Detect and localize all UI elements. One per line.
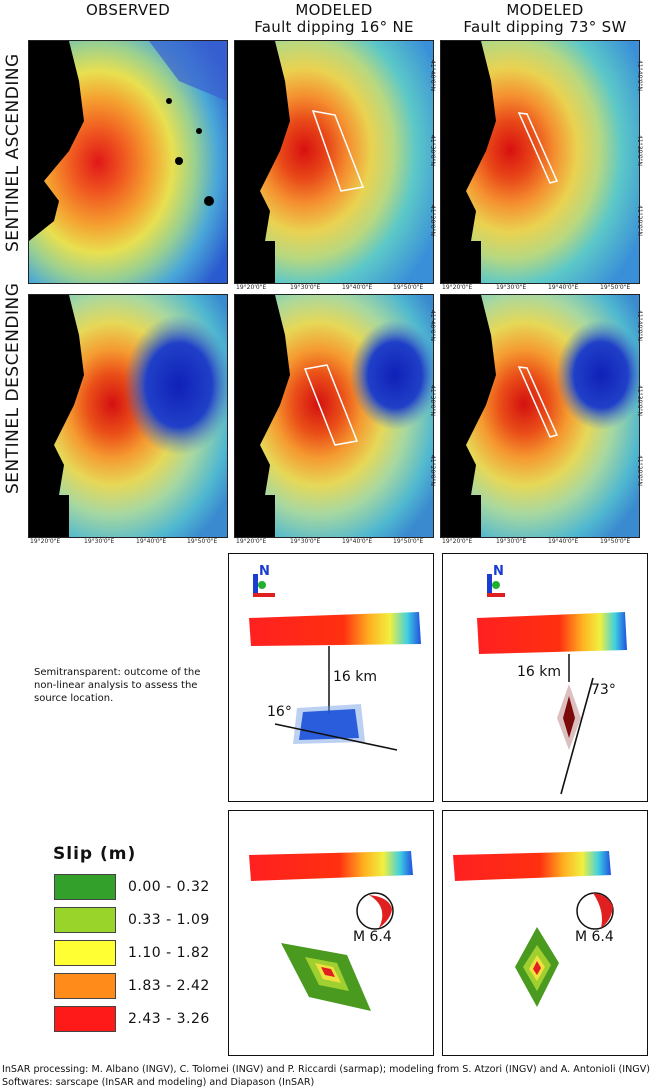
column-title-line2: Fault dipping 73° SW — [463, 18, 627, 36]
compass-icon — [253, 574, 275, 597]
semitransparent-note: Semitransparent: outcome of the non-line… — [34, 667, 201, 704]
model-3d-sw: N 16 km 73° — [442, 553, 648, 802]
compass-label: N — [259, 564, 270, 579]
column-title-modeled-sw: MODELED Fault dipping 73° SW — [440, 2, 650, 36]
map-observed-descending — [28, 294, 228, 538]
depth-label: 16 km — [517, 664, 562, 680]
lon-tick: 19°50'0"E — [600, 284, 631, 291]
lat-tick: 41°30'0"N — [429, 135, 436, 166]
credits-software: Softwares: sarscape (InSAR and modeling)… — [2, 1077, 315, 1088]
legend-range: 1.10 - 1.82 — [128, 945, 210, 961]
legend-title: Slip (m) — [53, 844, 137, 864]
lon-tick: 19°50'0"E — [393, 538, 424, 545]
dip-label: 73° — [591, 682, 616, 698]
legend-swatch — [54, 973, 116, 999]
lon-tick: 19°20'0"E — [236, 284, 267, 291]
column-title-line2: Fault dipping 16° NE — [254, 18, 414, 36]
legend-range: 0.00 - 0.32 — [128, 879, 210, 895]
column-title-line1: OBSERVED — [85, 1, 171, 19]
magnitude-label: M 6.4 — [575, 929, 614, 945]
map-observed-ascending — [28, 40, 228, 284]
column-title-modeled-ne: MODELED Fault dipping 16° NE — [234, 2, 434, 36]
lon-tick: 19°30'0"E — [496, 538, 527, 545]
lon-tick: 19°30'0"E — [496, 284, 527, 291]
lon-tick: 19°20'0"E — [442, 284, 473, 291]
compass-label: N — [493, 564, 504, 579]
fault-outline — [311, 110, 365, 192]
legend-range: 0.33 - 1.09 — [128, 912, 210, 928]
depth-label: 16 km — [333, 669, 378, 685]
lat-tick: 41°20'0"N — [636, 205, 643, 236]
lat-tick: 41°40'0"N — [636, 60, 643, 91]
legend-swatch — [54, 940, 116, 966]
focal-mechanism-icon — [576, 892, 614, 930]
compass-icon — [487, 574, 505, 597]
lon-tick: 19°20'0"E — [236, 538, 267, 545]
row-label-ascending: SENTINEL ASCENDING — [3, 53, 23, 252]
lon-tick: 19°50'0"E — [393, 284, 424, 291]
legend-item: 2.43 - 3.26 — [54, 1006, 210, 1032]
lon-tick: 19°40'0"E — [548, 538, 579, 545]
fault-outline — [303, 364, 359, 446]
magnitude-label: M 6.4 — [353, 929, 392, 945]
credits-processing: InSAR processing: M. Albano (INGV), C. T… — [2, 1064, 651, 1075]
lat-tick: 41°30'0"N — [636, 385, 643, 416]
map-modeled-sw-ascending — [440, 40, 640, 284]
map-modeled-ne-ascending — [234, 40, 434, 284]
legend-item: 1.10 - 1.82 — [54, 940, 210, 966]
lat-tick: 41°40'0"N — [429, 60, 436, 91]
lon-tick: 19°40'0"E — [136, 538, 167, 545]
legend-range: 1.83 - 2.42 — [128, 978, 210, 994]
lat-tick: 41°30'0"N — [636, 135, 643, 166]
legend-item: 1.83 - 2.42 — [54, 973, 210, 999]
lon-tick: 19°50'0"E — [187, 538, 218, 545]
row-label-descending: SENTINEL DESCENDING — [3, 282, 23, 494]
legend-item: 0.00 - 0.32 — [54, 874, 210, 900]
lat-tick: 41°30'0"N — [429, 385, 436, 416]
column-title-line1: MODELED — [295, 1, 373, 19]
lat-tick: 41°20'0"N — [636, 455, 643, 486]
model-3d-ne: N 16 km 16° — [228, 553, 434, 802]
lon-tick: 19°30'0"E — [290, 538, 321, 545]
lon-tick: 19°20'0"E — [30, 538, 61, 545]
map-modeled-sw-descending — [440, 294, 640, 538]
column-title-line1: MODELED — [506, 1, 584, 19]
lat-tick: 41°20'0"N — [429, 455, 436, 486]
fault-outline — [517, 366, 559, 438]
lon-tick: 19°20'0"E — [442, 538, 473, 545]
legend-swatch — [54, 874, 116, 900]
lon-tick: 19°40'0"E — [548, 284, 579, 291]
lon-tick: 19°30'0"E — [84, 538, 115, 545]
dip-label: 16° — [267, 704, 292, 720]
fault-outline — [517, 112, 559, 184]
map-modeled-ne-descending — [234, 294, 434, 538]
lon-tick: 19°30'0"E — [290, 284, 321, 291]
lat-tick: 41°20'0"N — [429, 205, 436, 236]
legend-item: 0.33 - 1.09 — [54, 907, 210, 933]
lon-tick: 19°40'0"E — [342, 538, 373, 545]
lon-tick: 19°50'0"E — [600, 538, 631, 545]
slip-model-sw: M 6.4 — [442, 810, 648, 1056]
lon-tick: 19°40'0"E — [342, 284, 373, 291]
slip-model-ne: M 6.4 — [228, 810, 434, 1056]
column-title-observed: OBSERVED — [28, 2, 228, 19]
focal-mechanism-icon — [356, 892, 394, 930]
lat-tick: 41°40'0"N — [429, 310, 436, 341]
legend-swatch — [54, 907, 116, 933]
legend-swatch — [54, 1006, 116, 1032]
legend-range: 2.43 - 3.26 — [128, 1011, 210, 1027]
lat-tick: 41°40'0"N — [636, 310, 643, 341]
